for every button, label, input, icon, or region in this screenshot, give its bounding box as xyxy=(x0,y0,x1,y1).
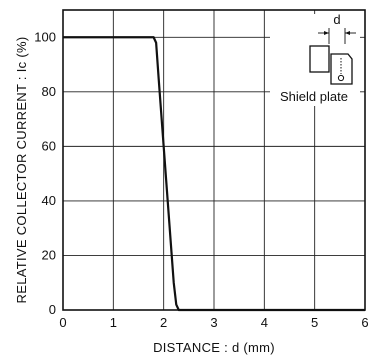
series-line xyxy=(63,36,365,312)
series xyxy=(63,36,365,312)
y-tick-labels: 0 20 40 60 80 100 xyxy=(34,29,56,317)
x-tick-label: 6 xyxy=(361,315,368,330)
y-tick-label: 100 xyxy=(34,29,56,44)
y-tick-label: 40 xyxy=(42,193,56,208)
x-tick-label: 5 xyxy=(311,315,318,330)
x-axis-title: DISTANCE : d (mm) xyxy=(153,340,275,355)
y-axis-title: RELATIVE COLLECTOR CURRENT : Ic (%) xyxy=(14,37,29,304)
dimension-arrowhead-right xyxy=(345,31,350,35)
y-tick-label: 80 xyxy=(42,84,56,99)
x-tick-label: 2 xyxy=(160,315,167,330)
y-tick-label: 60 xyxy=(42,138,56,153)
y-tick-label: 0 xyxy=(49,302,56,317)
sensor-element-icon xyxy=(337,74,345,82)
shield-plate-shape xyxy=(309,45,330,73)
dimension-arrowhead-left xyxy=(324,31,329,35)
x-tick-label: 4 xyxy=(261,315,268,330)
inset-caption: Shield plate xyxy=(280,89,348,104)
shield-plate-inset: d Shield plate xyxy=(270,12,360,106)
plot-frame xyxy=(62,9,366,311)
x-tick-label: 3 xyxy=(210,315,217,330)
x-tick-labels: 0 1 2 3 4 5 6 xyxy=(59,315,368,330)
x-tick-label: 0 xyxy=(59,315,66,330)
sensor-shape xyxy=(330,53,353,85)
x-tick-label: 1 xyxy=(110,315,117,330)
inset-dimension-label: d xyxy=(333,12,340,27)
y-tick-label: 20 xyxy=(42,247,56,262)
